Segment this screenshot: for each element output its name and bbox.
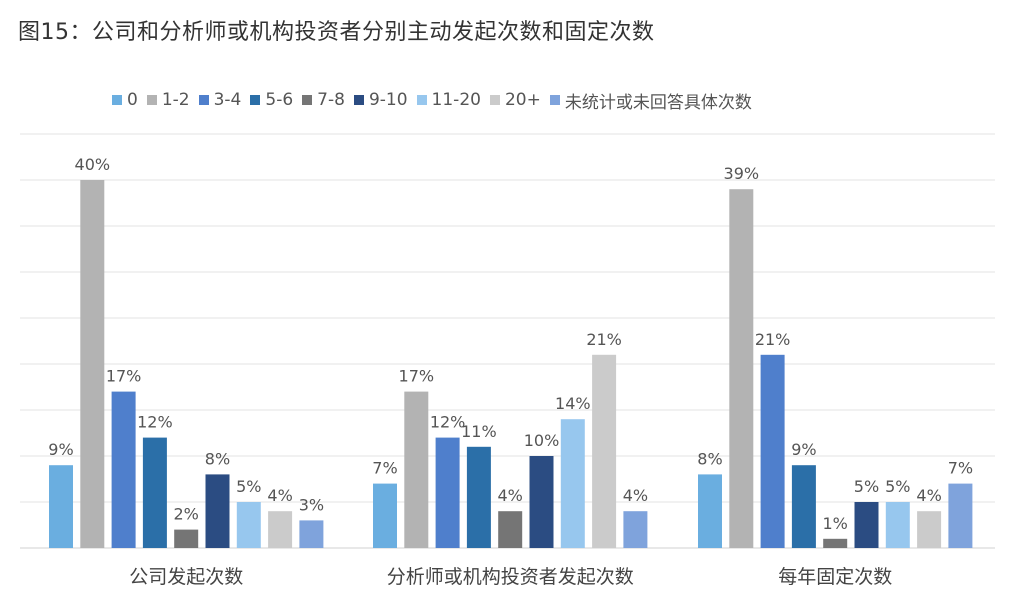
bar: [592, 354, 617, 548]
legend-swatch: [198, 95, 209, 105]
value-label: 7%: [372, 459, 397, 478]
bar: [948, 483, 973, 548]
value-label: 4%: [916, 486, 941, 505]
value-label: 5%: [854, 477, 879, 496]
bar: [80, 180, 105, 548]
value-labels: 9%40%17%12%2%8%5% 4% 3%7%17%12%11%4%10%14%…: [48, 155, 973, 533]
bar: [174, 529, 199, 548]
bar: [698, 474, 722, 548]
bar: [917, 511, 942, 548]
legend-swatch: [489, 95, 500, 105]
bar: [560, 419, 585, 548]
bar: [373, 483, 397, 548]
value-label: 3%: [299, 495, 324, 514]
category-label: 公司发起次数: [129, 566, 243, 588]
bar: [529, 456, 554, 548]
bar: [205, 474, 230, 548]
value-label: 5%: [885, 477, 910, 496]
figure-title: 图15：公司和分析师或机构投资者分别主动发起次数和固定次数: [18, 20, 655, 45]
bar: [885, 502, 910, 548]
category-label: 每年固定次数: [778, 566, 892, 588]
chart-legend: 0 1-2 3-4 5-6 7-8 9-10 11-20 20+ 未统计或未回答具体次数: [112, 88, 761, 113]
value-label: 4%: [498, 486, 523, 505]
bars: [49, 180, 973, 548]
legend-label: 1-2: [161, 90, 190, 110]
category-label: 分析师或机构投资者发起次数: [387, 566, 634, 588]
bar: [142, 437, 167, 548]
value-label: 10%: [524, 431, 560, 450]
value-label: 7%: [948, 459, 973, 478]
legend-item: 1-2: [146, 90, 190, 110]
legend-label: 9-10: [368, 90, 408, 110]
legend-item: 0: [112, 90, 138, 110]
bar: [623, 511, 648, 548]
legend-swatch: [146, 95, 157, 105]
value-label: 12%: [430, 413, 466, 432]
legend-label: 7-8: [317, 90, 345, 110]
bar: [111, 391, 136, 548]
legend-label: 未统计或未回答具体次数: [564, 92, 752, 113]
legend-swatch: [549, 95, 560, 105]
legend-item: 3-4: [198, 90, 242, 110]
bar: [498, 511, 523, 548]
value-label: 5%: [236, 477, 261, 496]
bar: [854, 502, 879, 548]
value-label: 17%: [399, 367, 435, 386]
legend-label: 3-4: [213, 90, 242, 110]
bar: [435, 437, 460, 548]
bar: [299, 520, 324, 548]
legend-label: 5-6: [265, 90, 294, 110]
legend-swatch: [416, 95, 427, 105]
bar: [404, 391, 429, 548]
legend-label: 20+: [504, 90, 541, 110]
bar: [823, 538, 848, 548]
value-label: 8%: [205, 449, 230, 468]
value-label: 40%: [75, 155, 111, 174]
value-label: 1%: [823, 514, 848, 533]
bar: [729, 189, 754, 548]
legend-label: 0: [127, 90, 138, 110]
value-label: 8%: [697, 449, 722, 468]
legend-item: 11-20: [416, 90, 481, 110]
value-label: 14%: [555, 394, 591, 413]
legend-swatch: [112, 95, 122, 105]
legend-swatch: [353, 95, 364, 105]
legend-item: 5-6: [250, 90, 293, 110]
value-label: 17%: [106, 367, 142, 386]
legend-item: 20+: [489, 90, 541, 110]
value-label: 21%: [755, 330, 791, 349]
legend-swatch: [302, 95, 313, 105]
value-label: 4%: [267, 486, 292, 505]
category-labels: 公司发起次数 分析师或机构投资者发起次数 每年固定次数: [129, 566, 892, 588]
legend-item: 7-8: [302, 90, 345, 110]
legend-label: 11-20: [431, 90, 481, 110]
bar: [236, 502, 261, 548]
value-label: 12%: [137, 413, 173, 432]
bar: [791, 465, 816, 548]
bar: [268, 511, 293, 548]
value-label: 4%: [623, 486, 648, 505]
legend-item: 未统计或未回答具体次数: [549, 88, 752, 113]
value-label: 21%: [586, 330, 622, 349]
value-label: 39%: [724, 164, 760, 183]
legend-swatch: [250, 95, 261, 105]
value-label: 11%: [461, 422, 497, 441]
bar: [760, 354, 785, 548]
value-label: 9%: [791, 440, 816, 459]
legend-item: 9-10: [353, 90, 408, 110]
value-label: 2%: [174, 505, 199, 524]
value-label: 9%: [48, 440, 73, 459]
bar: [49, 465, 73, 548]
bar: [466, 446, 491, 548]
